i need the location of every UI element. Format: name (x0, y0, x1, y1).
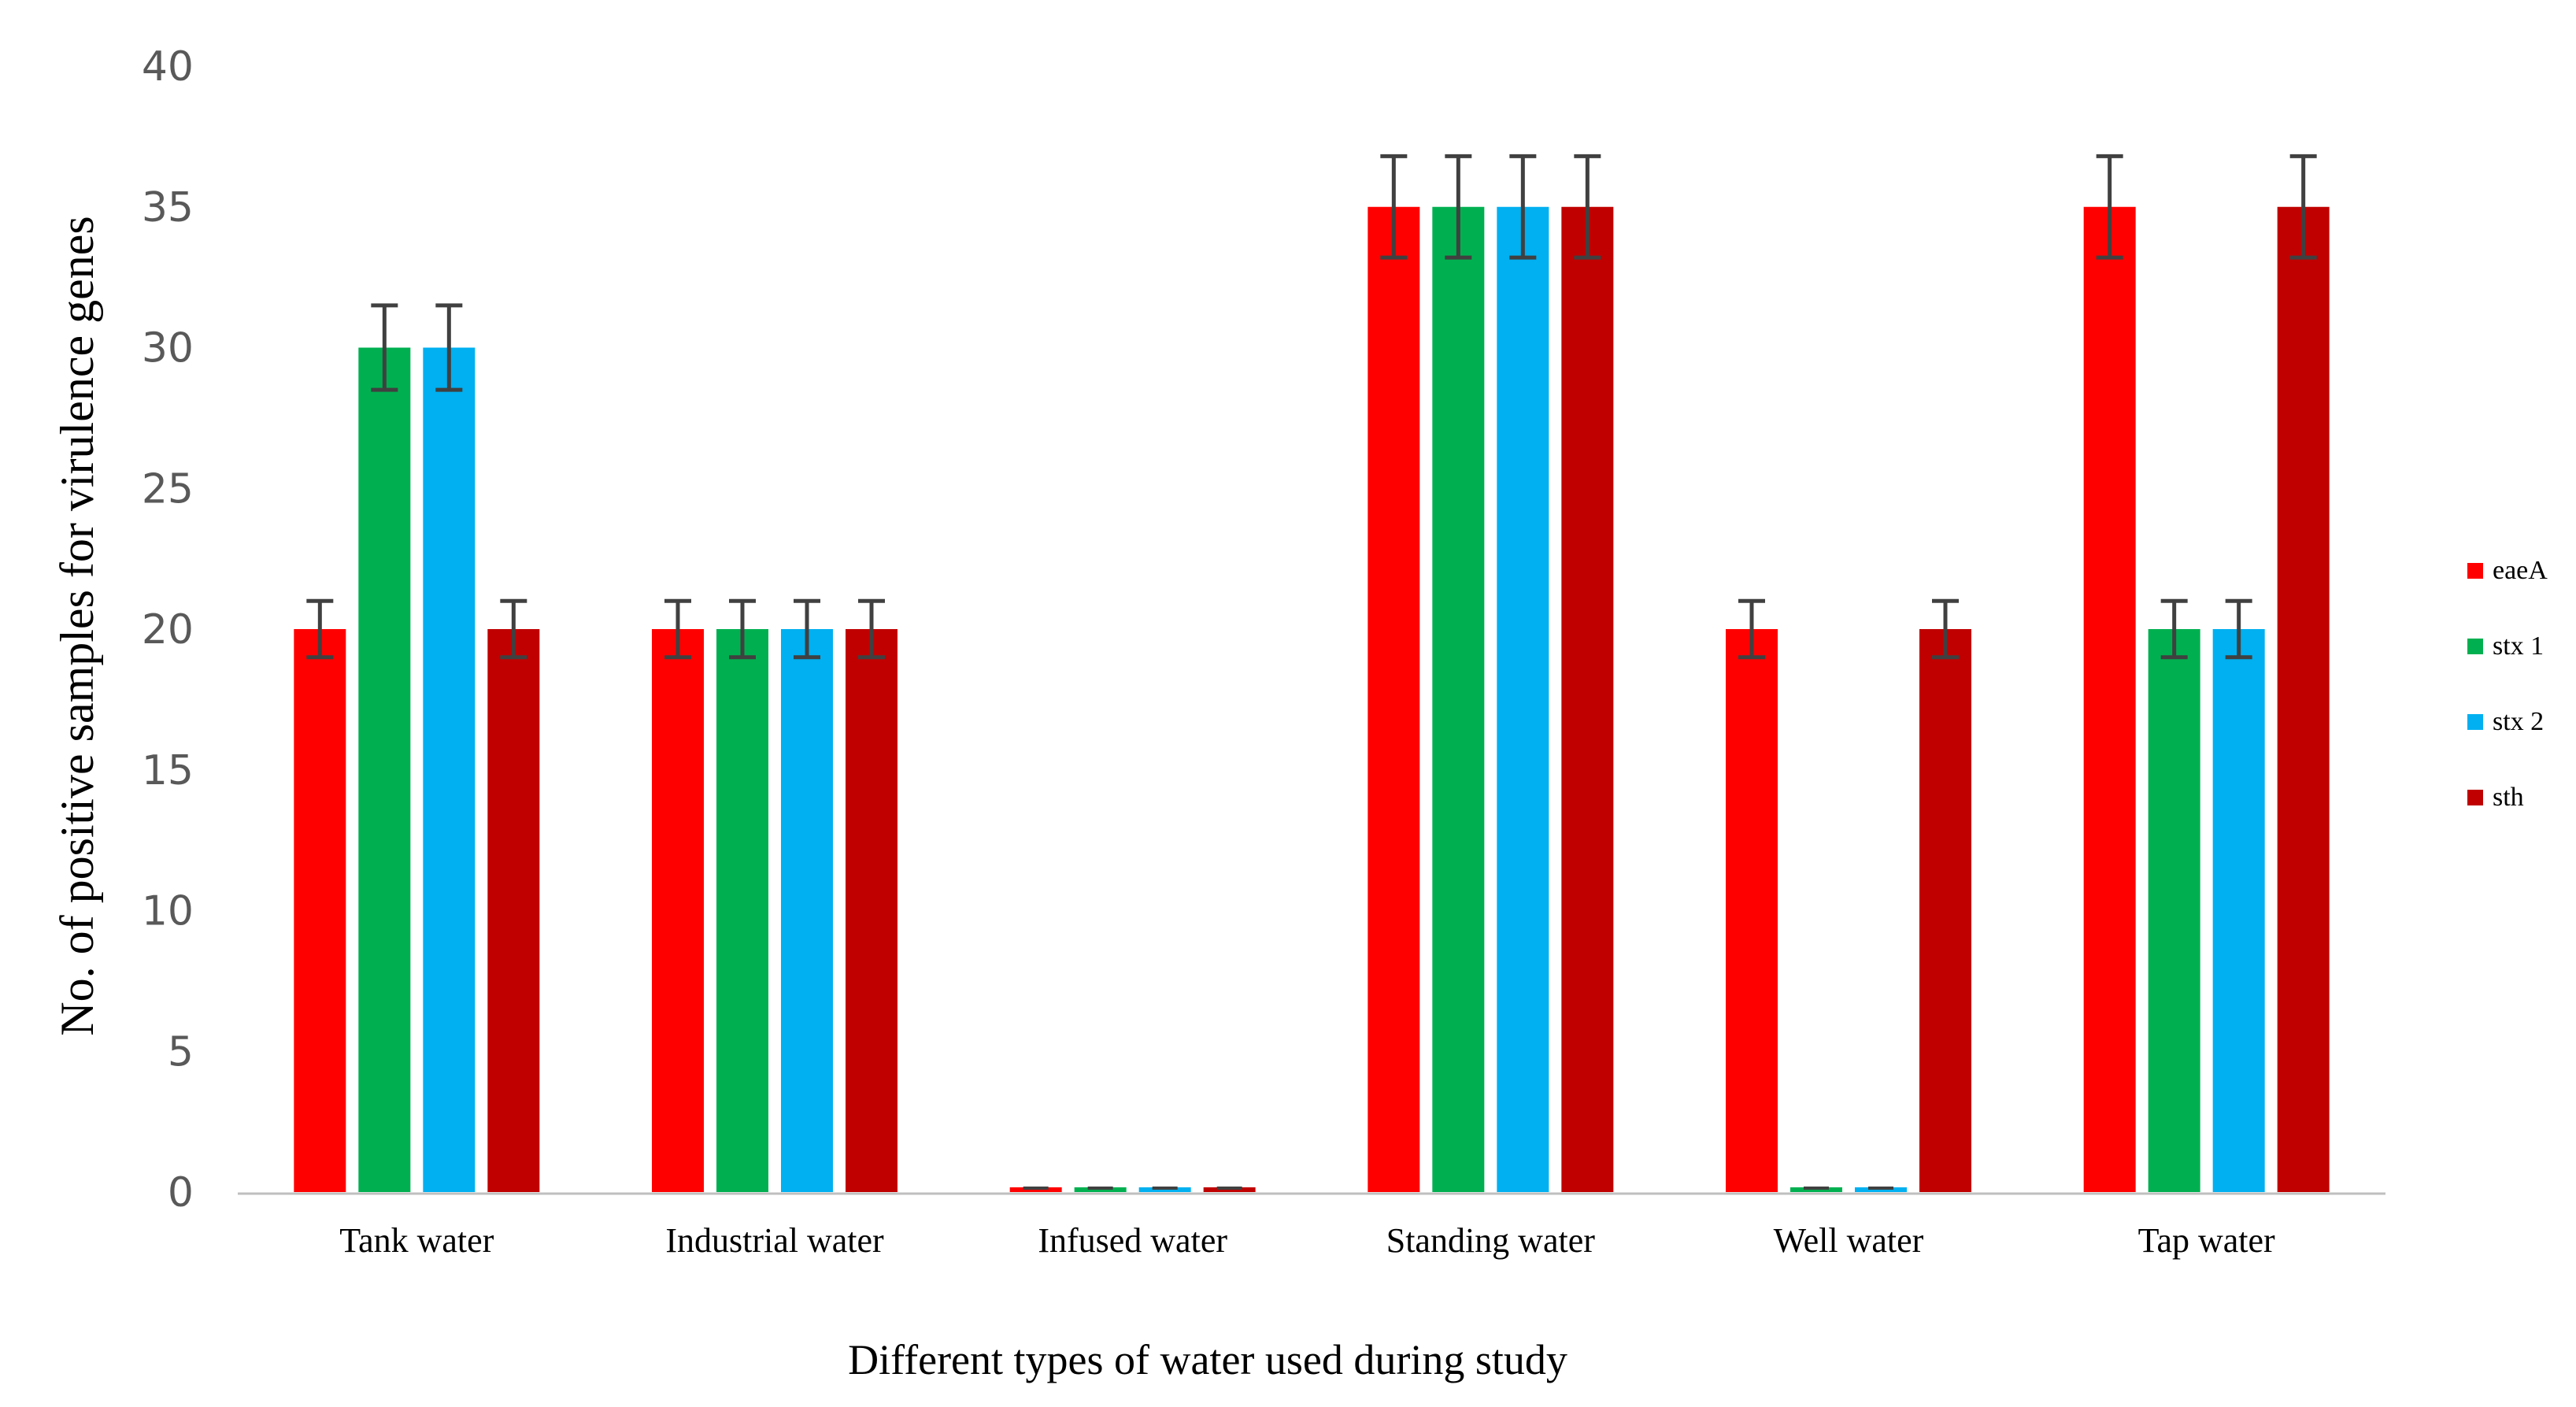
error-bar (2289, 154, 2317, 260)
error-bar (1445, 154, 1472, 260)
legend-item: sth (2467, 783, 2524, 812)
bar (652, 629, 704, 1192)
error-bar (1738, 598, 1765, 660)
legend-swatch (2467, 790, 2483, 805)
y-tick-label: 25 (142, 465, 194, 513)
error-bars (306, 154, 2317, 1190)
bar (358, 347, 411, 1192)
bar (781, 629, 833, 1192)
bar (1368, 206, 1420, 1192)
x-tick-label: Tank water (339, 1221, 494, 1260)
y-axis-title: No. of positive samples for virulence ge… (51, 216, 103, 1035)
bar (2083, 206, 2136, 1192)
bar (1561, 206, 1614, 1192)
legend-swatch (2467, 639, 2483, 654)
y-axis-ticks: 0 5 10 15 20 25 30 35 40 (142, 43, 194, 1216)
bar (2212, 629, 2265, 1192)
y-tick-label: 5 (168, 1028, 194, 1076)
bar (1432, 206, 1485, 1192)
y-tick-label: 20 (142, 606, 194, 654)
x-tick-label: Standing water (1386, 1221, 1596, 1260)
x-tick-label: Infused water (1038, 1221, 1227, 1260)
x-axis-ticks: Tank water Industrial water Infused water S… (339, 1221, 2275, 1260)
bar (2148, 629, 2200, 1192)
legend-label: eaeA (2493, 556, 2548, 585)
bar (294, 629, 346, 1192)
legend-item: stx 1 (2467, 631, 2544, 661)
error-bar (371, 303, 398, 392)
y-tick-label: 30 (142, 325, 194, 372)
error-bar (2096, 154, 2123, 260)
error-bar (1509, 154, 1537, 260)
error-bar (2225, 598, 2252, 660)
bar (1497, 206, 1549, 1192)
legend-swatch (2467, 714, 2483, 730)
bar (487, 629, 540, 1192)
bar (423, 347, 476, 1192)
error-bar (664, 598, 691, 660)
y-tick-label: 15 (142, 747, 194, 794)
legend-item: eaeA (2467, 556, 2548, 585)
y-tick-label: 10 (142, 888, 194, 935)
legend-label: stx 1 (2493, 631, 2544, 661)
x-tick-label: Industrial water (665, 1221, 884, 1260)
bar (2277, 206, 2330, 1192)
legend-swatch (2467, 563, 2483, 579)
bar (1919, 629, 1971, 1192)
legend-item: stx 2 (2467, 707, 2544, 736)
error-bar (729, 598, 756, 660)
legend-label: stx 2 (2493, 707, 2544, 736)
legend: eaeA stx 1 stx 2 sth (2467, 556, 2548, 812)
error-bar (1932, 598, 1959, 660)
error-bar (435, 303, 463, 392)
error-bar (2160, 598, 2188, 660)
error-bar (306, 598, 334, 660)
bar (1726, 629, 1778, 1192)
error-bar (500, 598, 527, 660)
x-tick-label: Tap water (2138, 1221, 2275, 1260)
y-tick-label: 40 (142, 43, 194, 91)
error-bar (858, 598, 885, 660)
y-tick-label: 35 (142, 184, 194, 231)
x-axis-title: Different types of water used during stu… (848, 1336, 1567, 1383)
bar (716, 629, 768, 1192)
bar (846, 629, 898, 1192)
legend-label: sth (2493, 783, 2524, 812)
error-bar (1380, 154, 1408, 260)
error-bar (794, 598, 820, 660)
error-bar (1574, 154, 1601, 260)
y-tick-label: 0 (168, 1169, 194, 1216)
x-tick-label: Well water (1774, 1221, 1924, 1260)
bars (294, 206, 2330, 1192)
